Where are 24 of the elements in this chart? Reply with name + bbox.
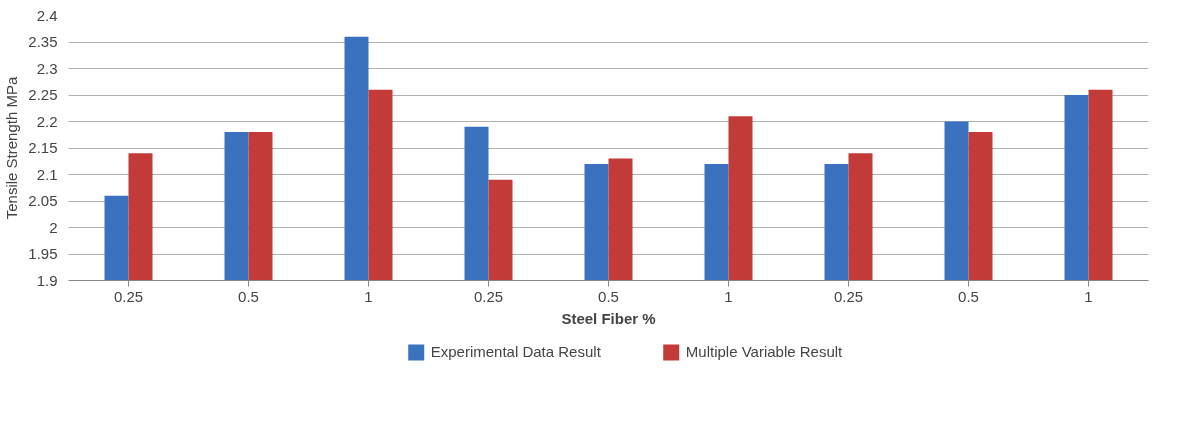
- y-tick-label: 2.2: [36, 112, 58, 130]
- y-tick-label: 1.95: [28, 245, 58, 262]
- y-tick-label: 2: [49, 218, 58, 236]
- x-tick-label: 1: [364, 287, 373, 305]
- y-tick-label: 1.9: [36, 271, 58, 289]
- y-axis-title: Tensile Strength MPa: [3, 76, 21, 220]
- x-tick-label: 0.5: [598, 287, 619, 305]
- y-tick-label: 2.3: [36, 59, 58, 77]
- x-axis-title: Steel Fiber %: [561, 309, 656, 327]
- x-tick-label: 0.25: [833, 287, 864, 305]
- x-tick-label: 1: [1084, 287, 1093, 305]
- x-tick-label: 0.25: [473, 287, 504, 305]
- legend-label: Multiple Variable Result: [685, 343, 843, 360]
- y-tick-label: 2.15: [28, 139, 58, 156]
- x-tick-label: 0.25: [113, 287, 144, 305]
- y-tick-label: 2.25: [28, 86, 58, 103]
- y-tick-label: 2.4: [36, 6, 58, 24]
- y-tick-label: 2.05: [28, 192, 58, 209]
- legend-label: Experimental Data Result: [430, 343, 601, 360]
- x-tick-label: 1: [724, 287, 733, 305]
- y-tick-label: 2.35: [28, 33, 58, 50]
- x-tick-label: 0.5: [958, 287, 979, 305]
- y-tick-label: 2.1: [36, 165, 58, 183]
- x-tick-label: 0.5: [238, 287, 259, 305]
